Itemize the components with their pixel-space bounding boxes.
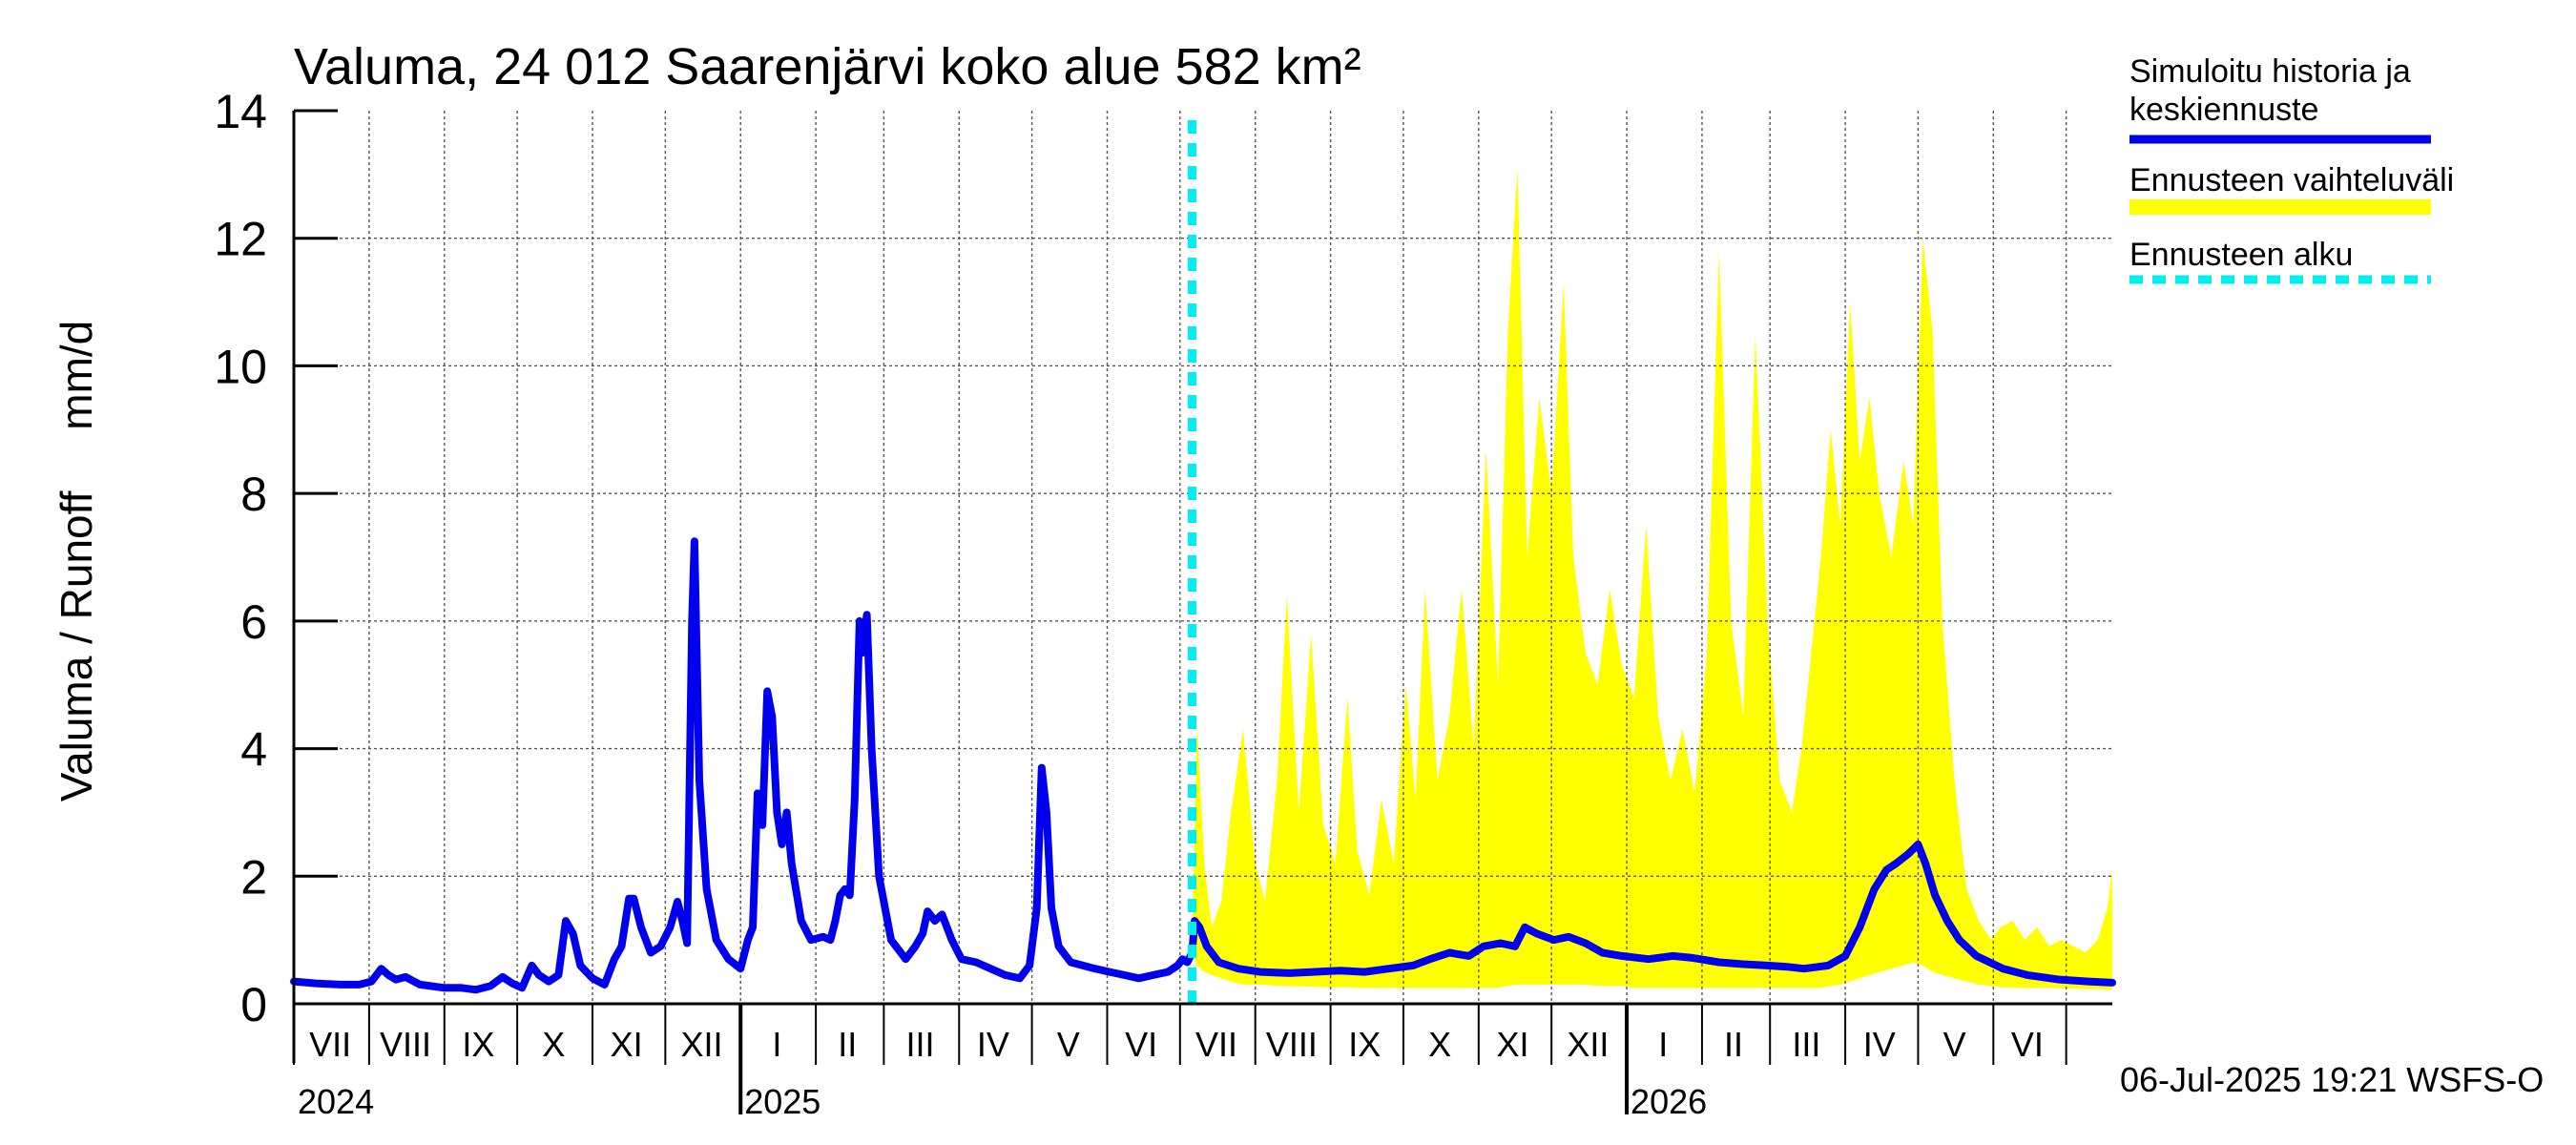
y-tick-label: 4 [240,723,267,777]
month-label: VIII [1266,1025,1318,1064]
year-label: 2026 [1631,1082,1707,1121]
month-label: IX [462,1025,494,1064]
y-tick-label: 6 [240,595,267,649]
month-label: VI [2011,1025,2044,1064]
month-label: X [1428,1025,1451,1064]
y-tick-label: 14 [214,85,267,138]
month-label: I [772,1025,781,1064]
month-label: IV [1863,1025,1896,1064]
month-label: XII [1567,1025,1609,1064]
month-label: VII [309,1025,351,1064]
legend-label: Ennusteen alku [2129,237,2353,273]
month-label: III [1792,1025,1820,1064]
month-label: XI [1496,1025,1528,1064]
year-label: 2025 [744,1082,821,1121]
month-label: VI [1125,1025,1157,1064]
month-label: IV [977,1025,1009,1064]
month-label: VII [1195,1025,1237,1064]
y-tick-label: 2 [240,850,267,904]
y-axis-label: Valuma / Runoff mm/d [52,321,101,802]
month-label: V [1057,1025,1080,1064]
month-label: VIII [380,1025,431,1064]
month-label: II [1724,1025,1743,1064]
chart-title: Valuma, 24 012 Saarenjärvi koko alue 582… [294,38,1361,95]
month-label: XII [681,1025,723,1064]
simulated-runoff-line [290,537,2116,994]
month-label: I [1658,1025,1668,1064]
month-label: III [906,1025,935,1064]
month-label: IX [1348,1025,1381,1064]
y-tick-label: 12 [214,213,267,266]
y-tick-label: 8 [240,468,267,521]
legend-label: Ennusteen vaihteluväli [2129,162,2454,198]
month-label: XI [611,1025,643,1064]
legend-label: Simuloitu historia ja [2129,53,2411,90]
y-tick-label: 10 [214,340,267,393]
year-label: 2024 [298,1082,374,1121]
footer-timestamp: 06-Jul-2025 19:21 WSFS-O [2120,1060,2544,1099]
legend-label: keskiennuste [2129,92,2318,128]
forecast-range-area [1192,168,2112,990]
month-label: V [1943,1025,1966,1064]
month-label: X [542,1025,565,1064]
month-label: II [838,1025,857,1064]
y-tick-label: 0 [240,978,267,1031]
